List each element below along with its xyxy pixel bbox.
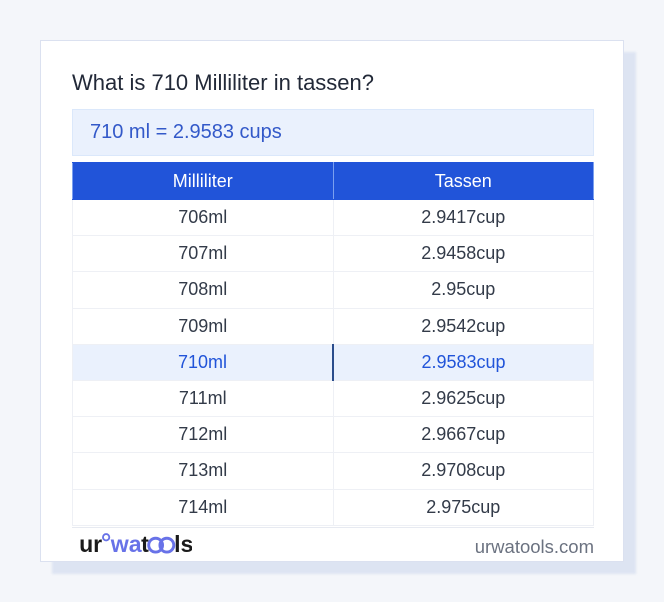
svg-text:wa: wa	[110, 531, 142, 557]
svg-text:ur: ur	[79, 531, 102, 557]
svg-text:ls: ls	[174, 531, 192, 557]
